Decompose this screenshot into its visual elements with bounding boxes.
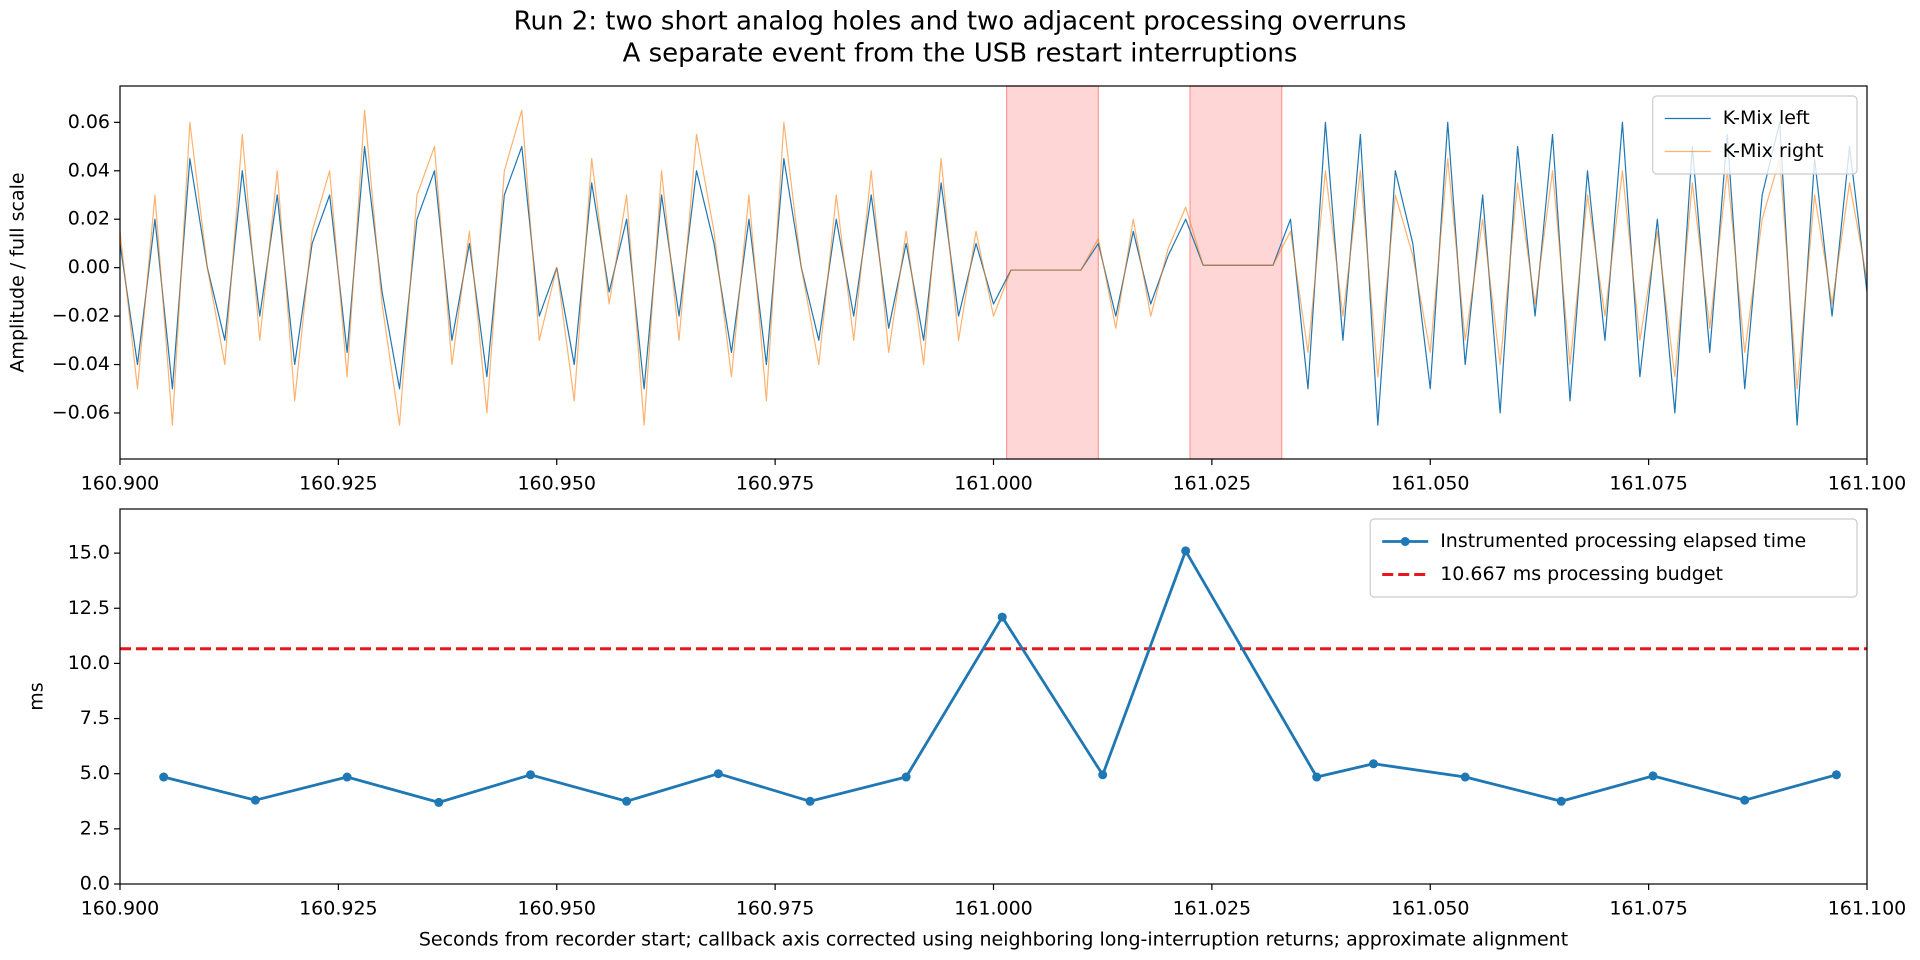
- point: [526, 770, 536, 780]
- y-tick-label: 0.02: [68, 208, 110, 230]
- x-tick-label: 160.900: [81, 898, 160, 920]
- point: [1556, 796, 1566, 806]
- y-tick-label: 0.0: [80, 873, 110, 895]
- x-tick-label: 160.975: [736, 898, 815, 920]
- point: [713, 769, 723, 779]
- x-tick-label: 160.925: [299, 473, 378, 495]
- x-tick-label: 160.950: [517, 473, 596, 495]
- y-axis-label: Amplitude / full scale: [7, 172, 29, 372]
- y-tick-label: −0.04: [52, 353, 110, 375]
- legend-marker: [1400, 537, 1410, 546]
- shaded-span: [1006, 85, 1099, 460]
- series-line: [120, 109, 1867, 426]
- y-tick-label: 0.06: [68, 111, 110, 133]
- subtitle: A separate event from the USB restart in…: [623, 39, 1298, 69]
- shaded-span: [1189, 85, 1283, 460]
- x-tick-label: 160.925: [299, 898, 378, 920]
- y-tick-label: 2.5: [80, 817, 110, 839]
- point: [997, 612, 1007, 622]
- x-tick-label: 161.000: [954, 473, 1033, 495]
- point: [622, 796, 632, 806]
- point: [250, 795, 260, 805]
- point: [901, 772, 911, 782]
- x-tick-label: 161.025: [1173, 898, 1252, 920]
- legend-box: [1369, 518, 1858, 598]
- x-tick-label: 161.025: [1173, 473, 1252, 495]
- x-axis-label: Seconds from recorder start; callback ax…: [419, 929, 1568, 951]
- x-tick-label: 161.075: [1609, 473, 1688, 495]
- y-tick-label: 7.5: [80, 707, 110, 729]
- y-tick-label: −0.06: [52, 401, 110, 423]
- point: [342, 772, 352, 782]
- point: [1098, 770, 1108, 780]
- legend-label: K-Mix right: [1723, 140, 1824, 162]
- legend-box: [1652, 95, 1858, 175]
- x-tick-label: 161.050: [1391, 473, 1470, 495]
- point: [1181, 546, 1191, 556]
- x-tick-label: 161.075: [1609, 898, 1688, 920]
- x-tick-label: 161.100: [1828, 898, 1907, 920]
- point: [1312, 772, 1322, 782]
- y-tick-label: 5.0: [80, 762, 110, 784]
- legend-label: 10.667 ms processing budget: [1440, 563, 1723, 585]
- x-tick-label: 161.050: [1391, 898, 1470, 920]
- x-tick-label: 160.975: [736, 473, 815, 495]
- y-tick-label: 10.0: [68, 652, 110, 674]
- y-tick-label: 15.0: [68, 542, 110, 564]
- x-tick-label: 160.900: [81, 473, 160, 495]
- point: [1648, 771, 1658, 781]
- y-tick-label: 0.00: [68, 256, 110, 278]
- y-tick-label: −0.02: [52, 305, 110, 327]
- legend-label: Instrumented processing elapsed time: [1440, 530, 1806, 552]
- x-tick-label: 161.000: [954, 898, 1033, 920]
- legend-label: K-Mix left: [1723, 107, 1810, 129]
- x-tick-label: 161.100: [1828, 473, 1907, 495]
- point: [1831, 770, 1841, 780]
- point: [1460, 772, 1470, 782]
- point: [434, 797, 444, 807]
- y-tick-label: 0.04: [68, 159, 110, 181]
- y-tick-label: 12.5: [68, 597, 110, 619]
- point: [1368, 759, 1378, 769]
- x-tick-label: 160.950: [517, 898, 596, 920]
- title: Run 2: two short analog holes and two ad…: [514, 7, 1407, 37]
- y-axis-label: ms: [26, 682, 48, 710]
- point: [1740, 795, 1750, 805]
- point: [159, 772, 169, 782]
- point: [805, 796, 815, 806]
